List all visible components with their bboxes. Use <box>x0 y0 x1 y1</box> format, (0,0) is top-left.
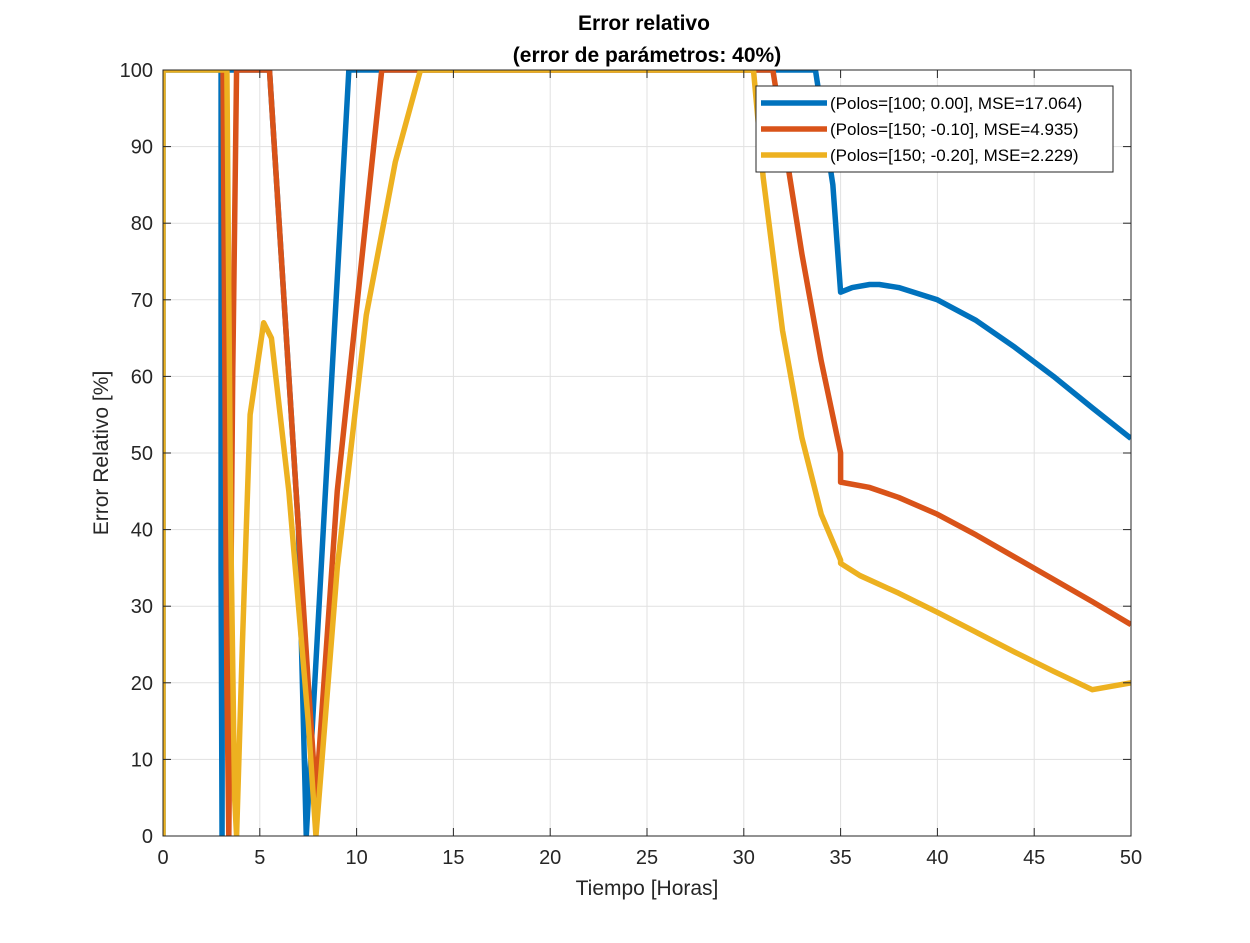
series-line-3 <box>163 70 1131 836</box>
axes: 0 5 10 15 20 25 30 35 40 45 50 0 10 20 30 40 50 60 70 80 90 1… <box>120 60 1143 869</box>
chart-title: Error relativo <box>578 12 710 35</box>
series-layer <box>163 70 1131 836</box>
legend-entry-3: (Polos=[150; -0.20], MSE=2.229) <box>830 146 1079 165</box>
x-tick-label: 5 <box>254 847 265 869</box>
y-tick-label: 20 <box>131 673 153 695</box>
y-tick-label: 0 <box>142 826 153 848</box>
x-tick-label: 20 <box>539 847 561 869</box>
y-axis-label: Error Relativo [%] <box>90 371 113 536</box>
x-tick-label: 35 <box>829 847 851 869</box>
legend-entry-2: (Polos=[150; -0.10], MSE=4.935) <box>830 120 1079 139</box>
series-line-1 <box>163 70 1131 836</box>
x-tick-label: 15 <box>442 847 464 869</box>
y-tick-label: 50 <box>131 443 153 465</box>
x-axis-label: Tiempo [Horas] <box>576 877 719 900</box>
chart-subtitle: (error de parámetros: 40%) <box>513 44 781 67</box>
series-line-2 <box>220 70 1131 836</box>
legend: (Polos=[100; 0.00], MSE=17.064) (Polos=[1… <box>755 85 1114 173</box>
legend-entry-1: (Polos=[100; 0.00], MSE=17.064) <box>830 94 1082 113</box>
x-tick-label: 0 <box>157 847 168 869</box>
y-tick-label: 70 <box>131 290 153 312</box>
x-tick-label: 10 <box>345 847 367 869</box>
y-tick-label: 40 <box>131 520 153 542</box>
y-tick-label: 30 <box>131 596 153 618</box>
x-tick-label: 40 <box>926 847 948 869</box>
y-tick-label: 60 <box>131 366 153 388</box>
x-tick-label: 25 <box>636 847 658 869</box>
y-tick-label: 100 <box>120 60 153 82</box>
x-tick-label: 50 <box>1120 847 1142 869</box>
y-tick-label: 90 <box>131 137 153 159</box>
y-tick-label: 80 <box>131 213 153 235</box>
y-tick-label: 10 <box>131 749 153 771</box>
x-tick-label: 45 <box>1023 847 1045 869</box>
x-tick-label: 30 <box>733 847 755 869</box>
